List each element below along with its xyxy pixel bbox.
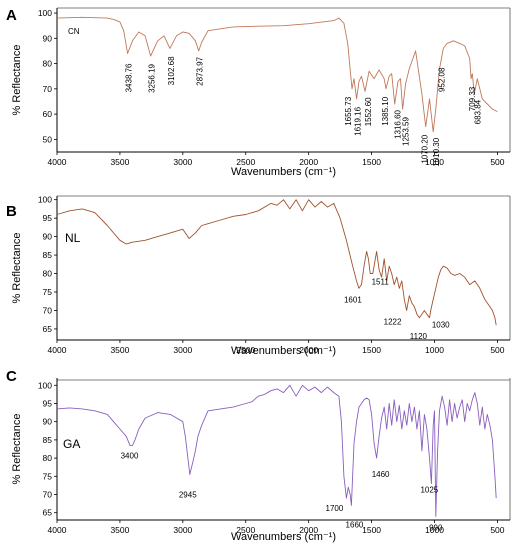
x-tick-label: 2000: [299, 525, 318, 535]
peak-label: 1316.60: [394, 109, 403, 138]
y-tick-label: 90: [43, 417, 53, 427]
y-tick-label: 80: [43, 269, 53, 279]
peak-label: 1385.10: [381, 96, 390, 125]
x-tick-label: 3000: [173, 525, 192, 535]
panel-letter: A: [6, 7, 17, 24]
y-axis-label: % Reflectance: [11, 45, 23, 116]
x-tick-label: 1500: [362, 345, 381, 355]
peak-label: 1460: [372, 470, 390, 479]
panel-letter: B: [6, 203, 17, 220]
spectrum-line: [56, 16, 498, 133]
peak-label: 1070.20: [421, 134, 430, 163]
y-axis-label: % Reflectance: [11, 233, 23, 304]
y-tick-label: 65: [43, 508, 53, 518]
panel-letter: C: [6, 368, 17, 385]
peak-label: 3102.68: [167, 56, 176, 85]
peak-label: 952.08: [438, 67, 447, 92]
y-tick-label: 100: [38, 195, 52, 205]
x-tick-label: 1500: [362, 525, 381, 535]
x-tick-label: 2000: [299, 345, 318, 355]
x-axis-label: Wavenumbers (cm⁻¹): [231, 166, 336, 178]
x-axis-label: Wavenumbers (cm⁻¹): [231, 531, 336, 543]
x-tick-label: 3500: [110, 157, 129, 167]
y-tick-label: 65: [43, 324, 53, 334]
y-tick-label: 85: [43, 250, 53, 260]
sample-label: CN: [68, 27, 80, 36]
x-axis-label: Wavenumbers (cm⁻¹): [231, 345, 336, 357]
peak-label: 1025: [420, 486, 438, 495]
peak-label: 683.84: [473, 99, 482, 124]
y-tick-label: 70: [43, 490, 53, 500]
peak-label: 3400: [121, 451, 139, 460]
y-tick-label: 80: [43, 453, 53, 463]
x-tick-label: 4000: [48, 345, 67, 355]
x-tick-label: 1500: [362, 157, 381, 167]
peak-label: 3256.19: [148, 63, 157, 92]
y-tick-label: 100: [38, 380, 52, 390]
x-tick-label: 2500: [236, 157, 255, 167]
peak-label: 1120: [410, 332, 428, 341]
x-tick-label: 3000: [173, 157, 192, 167]
spectrum-line: [56, 384, 497, 517]
x-tick-label: 500: [490, 157, 504, 167]
spectrum-line: [56, 199, 497, 326]
peak-label: 1700: [326, 504, 344, 513]
peak-label: 2945: [179, 490, 197, 499]
peak-label: 1552.60: [364, 97, 373, 126]
x-tick-label: 1000: [425, 525, 444, 535]
peak-label: 2873.97: [196, 56, 205, 85]
y-tick-label: 70: [43, 84, 53, 94]
y-tick-label: 85: [43, 435, 53, 445]
y-axis-label: % Reflectance: [11, 414, 23, 485]
peak-label: 3438.76: [125, 63, 134, 92]
peak-label: 990: [429, 523, 443, 532]
x-tick-label: 500: [490, 345, 504, 355]
x-tick-label: 2500: [236, 525, 255, 535]
x-tick-label: 2000: [299, 157, 318, 167]
panel-a: 50 60 70 80 90 100 4000 3500 3000 2500 2000 1500 100…: [6, 7, 511, 178]
peak-label: 1655.73: [344, 96, 353, 125]
x-tick-label: 4000: [48, 157, 67, 167]
y-tick-label: 80: [43, 59, 53, 69]
y-tick-label: 90: [43, 232, 53, 242]
y-tick-label: 95: [43, 398, 53, 408]
peak-label: 1601: [344, 295, 362, 304]
x-tick-label: 1000: [425, 157, 444, 167]
peak-label: 709.33: [468, 86, 477, 111]
peak-label: 1222: [384, 317, 402, 326]
panel-b: 65 70 75 80 85 90 95 100 4000 3500 3000 2500 2000 150…: [6, 195, 511, 357]
y-tick-label: 90: [43, 33, 53, 43]
peak-label: 1511: [372, 278, 390, 287]
peak-label: 1010.30: [432, 137, 441, 166]
x-tick-label: 500: [490, 525, 504, 535]
peak-label: 1030: [432, 320, 450, 329]
x-tick-label: 4000: [48, 525, 67, 535]
sample-label: NL: [65, 231, 81, 245]
y-tick-label: 100: [38, 8, 52, 18]
peak-label: 1253.59: [402, 117, 411, 146]
peak-label: 1660: [346, 520, 364, 529]
y-tick-label: 50: [43, 134, 53, 144]
sample-label: GA: [63, 437, 80, 451]
y-tick-label: 75: [43, 287, 53, 297]
panel-c: 65 70 75 80 85 90 95 100 4000 3500 3000 2500 2000 150…: [6, 368, 511, 543]
x-tick-label: 3500: [110, 345, 129, 355]
y-tick-label: 70: [43, 305, 53, 315]
x-tick-label: 3000: [173, 345, 192, 355]
y-tick-label: 75: [43, 471, 53, 481]
x-tick-label: 1000: [425, 345, 444, 355]
y-tick-label: 95: [43, 213, 53, 223]
x-tick-label: 3500: [110, 525, 129, 535]
y-tick-label: 60: [43, 109, 53, 119]
x-tick-label: 2500: [236, 345, 255, 355]
peak-label: 1619.16: [354, 106, 363, 135]
